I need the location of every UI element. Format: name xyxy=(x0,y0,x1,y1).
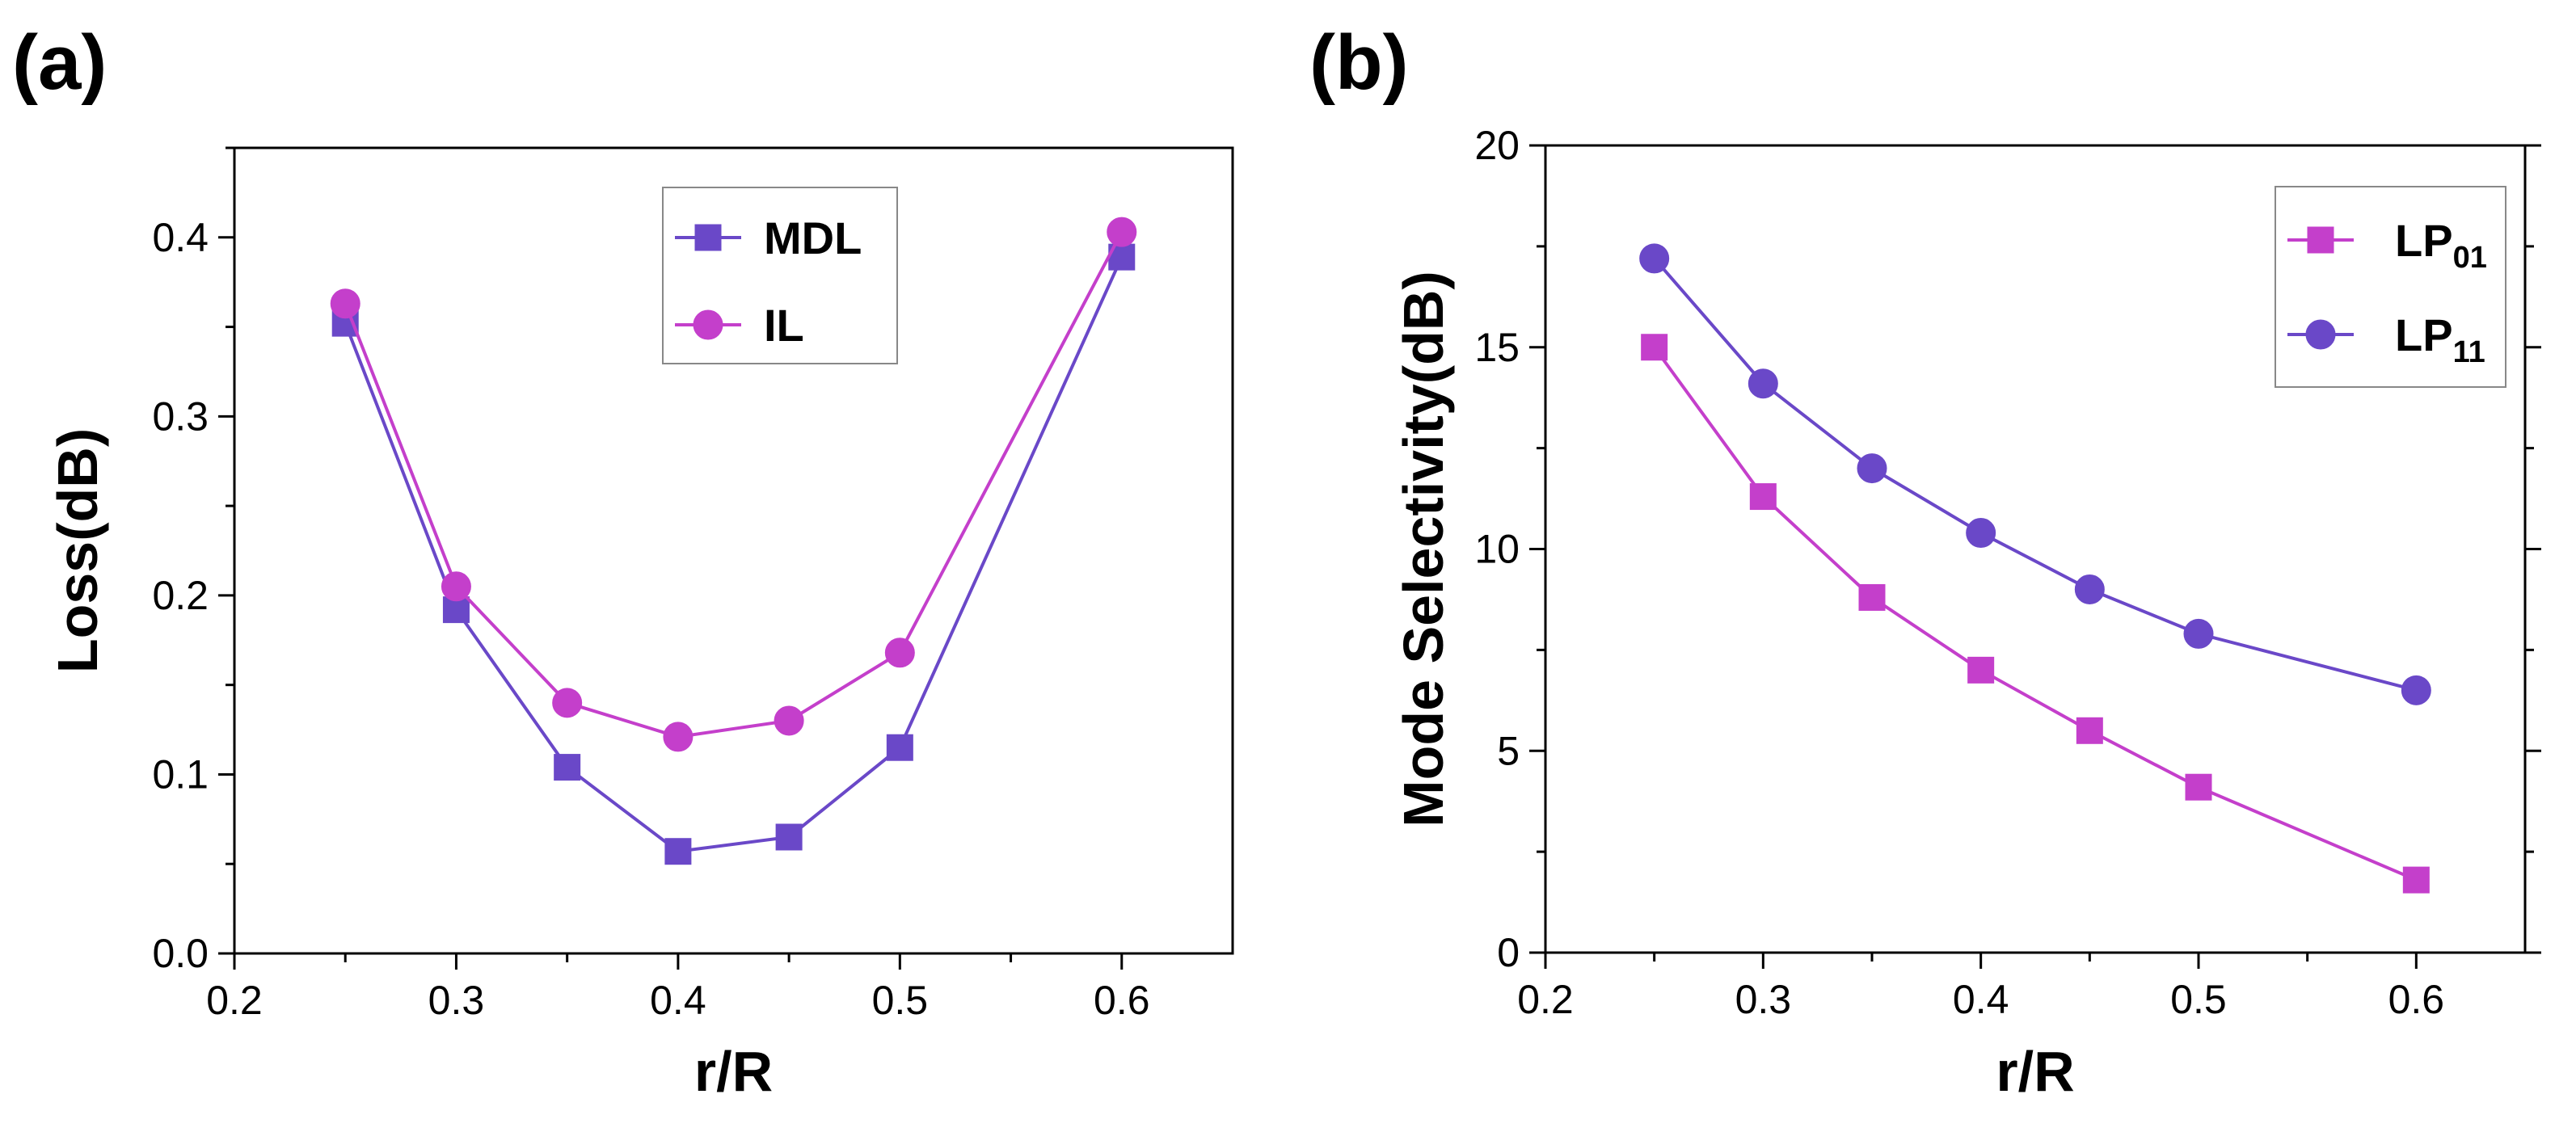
data-point xyxy=(1967,656,1995,684)
legend-label: LP11 xyxy=(2395,309,2485,369)
x-tick-label: 0.5 xyxy=(2170,977,2227,1022)
legend-label: LP01 xyxy=(2395,215,2487,275)
data-point xyxy=(2185,773,2212,801)
x-axis-title: r/R xyxy=(694,1040,773,1103)
data-point xyxy=(1966,518,1996,549)
y-tick-label: 0.4 xyxy=(152,215,209,260)
legend-label: MDL xyxy=(764,213,862,263)
series-mdl xyxy=(331,243,1136,865)
panel-label: (b) xyxy=(1309,19,1409,106)
x-tick-label: 0.3 xyxy=(428,978,485,1023)
y-tick-label: 20 xyxy=(1474,123,1520,168)
series-lp11 xyxy=(1639,243,2431,705)
data-point xyxy=(330,288,360,319)
data-point xyxy=(1857,453,1887,484)
y-tick-label: 5 xyxy=(1497,728,1520,773)
x-axis-title: r/R xyxy=(1996,1040,2074,1103)
data-point xyxy=(1107,217,1137,247)
legend-label-main: LP xyxy=(2395,215,2453,266)
y-tick-label: 0.2 xyxy=(152,573,209,618)
y-tick-label: 15 xyxy=(1474,325,1520,370)
y-tick-label: 0.1 xyxy=(152,751,209,797)
data-point xyxy=(552,688,583,718)
data-point xyxy=(1748,368,1778,399)
data-point xyxy=(884,638,915,668)
data-point xyxy=(664,838,692,865)
legend-marker xyxy=(2305,319,2336,350)
y-tick-label: 0.0 xyxy=(152,931,209,976)
data-point xyxy=(1858,583,1886,611)
x-tick-label: 0.5 xyxy=(872,978,929,1023)
legend-box xyxy=(2275,186,2506,388)
data-point xyxy=(2183,618,2214,649)
data-point xyxy=(1641,334,1668,361)
chart-panel-a: (a) 0.2 0.3 0.4 0.5 0.6 0.0 0.1 0.2 0.3 0.4 r/R Loss… xyxy=(12,19,1234,1103)
legend-marker xyxy=(694,224,722,251)
legend-marker xyxy=(2307,226,2334,254)
legend-label-main: IL xyxy=(764,300,804,351)
legend-marker xyxy=(693,309,723,340)
x-tick-label: 0.3 xyxy=(1735,977,1792,1022)
y-axis-title: Mode Selectivity(dB) xyxy=(1392,271,1455,827)
data-point xyxy=(1639,243,1670,274)
x-tick-label: 0.6 xyxy=(1094,978,1150,1023)
legend-label-main: MDL xyxy=(764,213,862,263)
legend-label-sub: 11 xyxy=(2453,335,2485,369)
data-point xyxy=(2401,675,2431,705)
x-tick-label: 0.4 xyxy=(650,978,706,1023)
x-tick-label: 0.2 xyxy=(1517,977,1574,1022)
legend-label-main: LP xyxy=(2395,309,2453,360)
y-tick-label: 10 xyxy=(1474,527,1520,572)
x-tick-label: 0.2 xyxy=(206,978,263,1023)
legend-label-sub: 01 xyxy=(2453,241,2487,275)
data-point xyxy=(663,722,694,752)
y-tick-label: 0.3 xyxy=(152,393,209,439)
data-point xyxy=(774,705,804,736)
series-line xyxy=(1653,346,2418,882)
series-lp01 xyxy=(1641,334,2430,894)
x-tick-label: 0.6 xyxy=(2388,977,2445,1022)
data-point xyxy=(886,734,913,761)
chart-panel-b: (b) 0.2 0.3 0.4 0.5 0.6 0 5 10 15 20 r/R Mode Select… xyxy=(1309,19,2541,1103)
y-tick-label: 0 xyxy=(1497,930,1520,975)
data-point xyxy=(2402,866,2430,894)
x-tick-label: 0.4 xyxy=(1953,977,2009,1022)
data-point xyxy=(2076,717,2103,744)
data-point xyxy=(2074,574,2105,604)
legend-label: IL xyxy=(764,300,804,351)
series-il xyxy=(330,217,1137,752)
data-point xyxy=(441,571,471,602)
legend: MDL IL xyxy=(662,187,898,364)
panel-label: (a) xyxy=(12,19,107,106)
data-point xyxy=(775,823,803,851)
data-point xyxy=(1749,483,1777,511)
plot-frame xyxy=(233,146,1234,955)
data-point xyxy=(554,754,581,781)
y-axis-title: Loss(dB) xyxy=(46,428,109,673)
